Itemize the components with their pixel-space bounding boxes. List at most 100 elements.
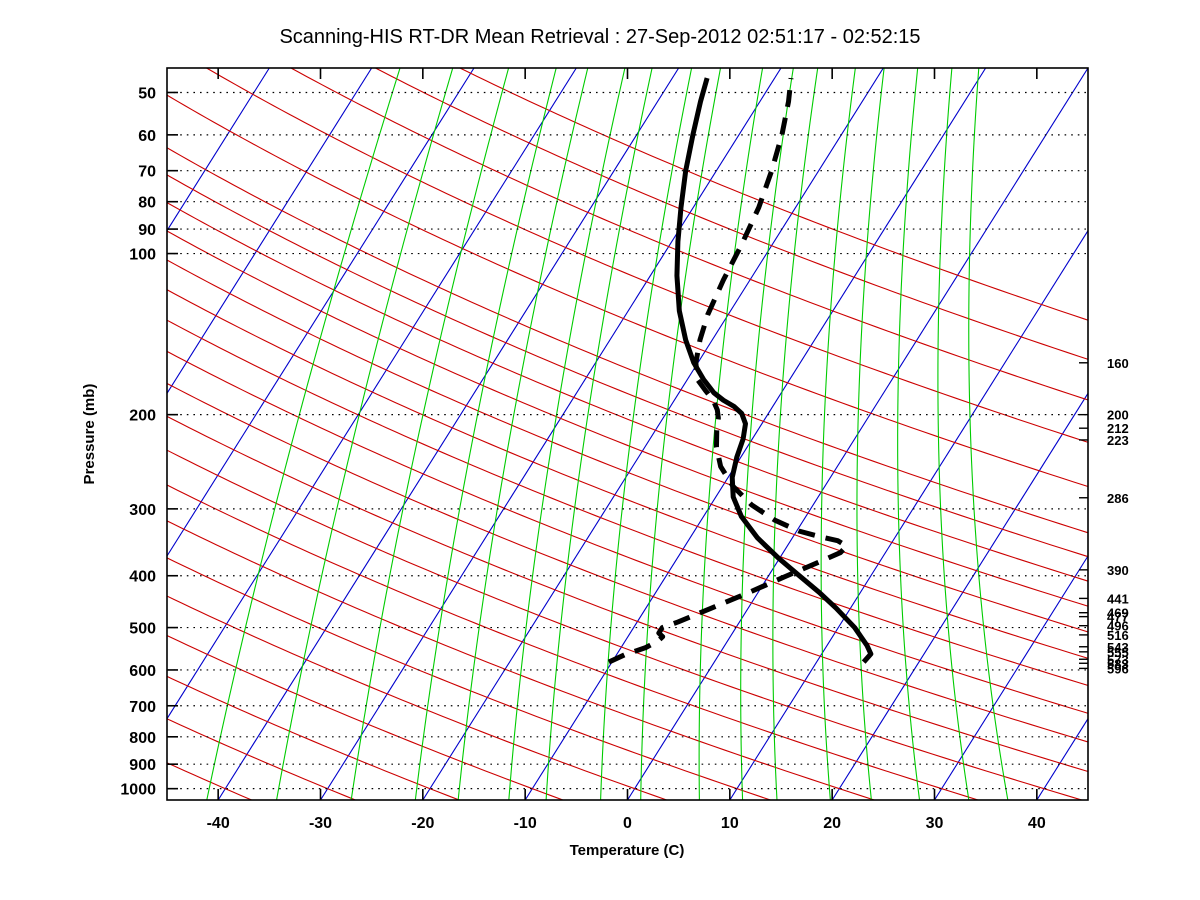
right-axis-label: 583 bbox=[1107, 656, 1129, 671]
y-tick-label: 500 bbox=[129, 621, 156, 638]
isotherm bbox=[320, 68, 782, 800]
right-axis-label: 516 bbox=[1107, 628, 1129, 643]
sounding-profiles bbox=[607, 77, 874, 665]
dry-adiabat bbox=[167, 350, 1088, 714]
y-tick-label: 600 bbox=[129, 663, 156, 680]
page-title: Scanning-HIS RT-DR Mean Retrieval : 27-S… bbox=[279, 26, 921, 48]
x-tick-label: 40 bbox=[1028, 815, 1046, 832]
dry-adiabat bbox=[167, 595, 667, 800]
x-tick-label: 10 bbox=[721, 815, 739, 832]
x-tick-label: -20 bbox=[411, 815, 434, 832]
right-axis-label: 212 bbox=[1107, 421, 1129, 436]
right-axis-label: 496 bbox=[1107, 619, 1129, 634]
isotherm bbox=[0, 68, 65, 800]
mixing-ratio-line bbox=[820, 68, 856, 800]
right-axis-label: 469 bbox=[1107, 606, 1129, 621]
dry-adiabat bbox=[167, 520, 875, 800]
dry-adiabat bbox=[167, 289, 1088, 659]
mixing-ratio-line bbox=[772, 68, 819, 800]
dry-adiabat bbox=[375, 68, 1088, 360]
isotherm bbox=[167, 68, 373, 395]
x-axis-title: Temperature (C) bbox=[570, 842, 685, 859]
isotherm bbox=[167, 68, 270, 232]
right-axis-label: 441 bbox=[1107, 591, 1129, 606]
dry-adiabat bbox=[206, 68, 1088, 443]
dry-adiabat bbox=[167, 174, 1088, 558]
x-tick-label: -10 bbox=[514, 815, 537, 832]
dry-adiabat bbox=[459, 68, 1088, 321]
y-axis-ticks: 50 60 70 80 90 100 200 300 400 500 600 700 800 900 100… bbox=[120, 85, 178, 799]
isotherm bbox=[831, 392, 1088, 800]
isotherm bbox=[1139, 68, 1200, 800]
x-tick-label: -30 bbox=[309, 815, 332, 832]
mixing-ratio-line bbox=[206, 68, 401, 800]
mixing-ratio-line bbox=[740, 68, 794, 800]
dry-adiabat bbox=[167, 634, 564, 800]
mixing-ratio-line bbox=[600, 68, 693, 800]
dry-adiabat bbox=[290, 68, 1088, 401]
isotherm bbox=[167, 68, 475, 558]
dry-adiabat bbox=[167, 484, 979, 800]
mixing-ratio-line bbox=[897, 68, 921, 800]
dry-adiabat bbox=[167, 382, 1088, 743]
y-tick-label: 100 bbox=[129, 247, 156, 264]
y-tick-label: 400 bbox=[129, 569, 156, 586]
mixing-ratio-line bbox=[640, 68, 722, 800]
y-tick-label: 1000 bbox=[120, 782, 156, 799]
dry-adiabat bbox=[167, 319, 1088, 687]
dry-adiabat-lines bbox=[0, 68, 1088, 800]
x-tick-label: 20 bbox=[823, 815, 841, 832]
x-axis-ticks: -40 -30 -20 -10 0 10 20 30 40 bbox=[207, 68, 1046, 832]
right-axis-label: 223 bbox=[1107, 433, 1129, 448]
mixing-ratio-line bbox=[545, 68, 653, 800]
isotherm bbox=[524, 68, 987, 800]
y-tick-label: 90 bbox=[138, 222, 156, 239]
dry-adiabat bbox=[0, 68, 148, 800]
temperature-profile bbox=[674, 77, 874, 664]
x-tick-label: 0 bbox=[623, 815, 632, 832]
y-tick-label: 200 bbox=[129, 408, 156, 425]
mixing-ratio-line bbox=[457, 68, 589, 800]
dewpoint-profile bbox=[607, 77, 850, 665]
mixing-ratio-line bbox=[350, 68, 510, 800]
isotherm bbox=[934, 554, 1088, 800]
right-axis-label: 160 bbox=[1107, 356, 1129, 371]
y-tick-label: 80 bbox=[138, 195, 156, 212]
y-tick-label: 900 bbox=[129, 757, 156, 774]
mixing-ratio-line bbox=[856, 68, 885, 800]
right-axis-label: 596 bbox=[1107, 661, 1129, 676]
y-axis-title: Pressure (mb) bbox=[81, 384, 98, 485]
y-tick-label: 800 bbox=[129, 730, 156, 747]
right-axis-label: 543 bbox=[1107, 640, 1129, 655]
right-axis-label: 555 bbox=[1107, 645, 1129, 660]
dry-adiabat bbox=[167, 557, 771, 800]
dry-adiabat bbox=[167, 94, 1088, 488]
mixing-ratio-line bbox=[414, 68, 557, 800]
dry-adiabat bbox=[167, 147, 1088, 534]
mixing-ratio-line bbox=[937, 68, 970, 800]
mixing-ratio-line bbox=[276, 68, 454, 800]
dry-adiabat bbox=[167, 449, 1082, 800]
mixing-ratio-lines bbox=[206, 68, 1009, 800]
dry-adiabat bbox=[167, 259, 1088, 633]
isotherm bbox=[729, 229, 1088, 800]
right-axis-label: 286 bbox=[1107, 491, 1129, 506]
dry-adiabat bbox=[167, 675, 460, 800]
right-axis-label: 477 bbox=[1107, 610, 1129, 625]
dry-adiabat bbox=[0, 68, 44, 800]
y-tick-label: 70 bbox=[138, 164, 156, 181]
y-tick-label: 300 bbox=[129, 502, 156, 519]
y-tick-label: 60 bbox=[138, 128, 156, 145]
dry-adiabat bbox=[167, 415, 1088, 773]
y-tick-label: 50 bbox=[138, 85, 156, 102]
isotherm bbox=[167, 68, 577, 720]
dry-adiabat bbox=[167, 762, 252, 800]
dry-adiabat bbox=[167, 230, 1088, 607]
right-axis-label: 200 bbox=[1107, 408, 1129, 423]
mixing-ratio-line bbox=[508, 68, 626, 800]
plot-frame bbox=[166, 67, 1089, 801]
x-tick-label: -40 bbox=[207, 815, 230, 832]
